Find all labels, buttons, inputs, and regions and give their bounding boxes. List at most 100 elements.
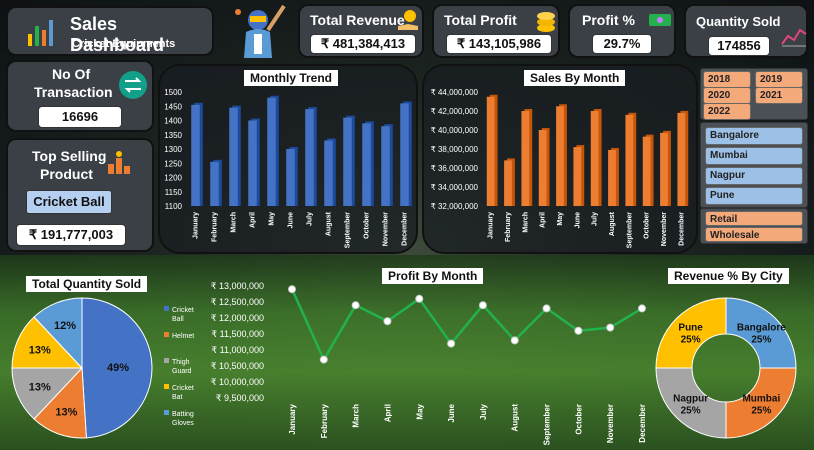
- bar: [191, 104, 200, 206]
- cash-icon: [649, 14, 671, 26]
- year-slicer: 2018 2019 2020 2021 2022: [700, 68, 808, 120]
- exchange-icon: [119, 71, 147, 99]
- y-tick-label: ₹ 12,500,000: [211, 297, 264, 307]
- kpi-total-profit: Total Profit ₹ 143,105,986: [432, 4, 560, 58]
- y-tick-label: ₹ 10,000,000: [211, 377, 264, 387]
- bar: [343, 117, 352, 206]
- x-tick-label: February: [505, 212, 512, 242]
- slicer-city-bangalore[interactable]: Bangalore: [705, 127, 803, 145]
- y-tick-label: 1250: [164, 159, 182, 168]
- profit-point: [478, 301, 487, 310]
- legend-label: Gloves: [172, 420, 194, 427]
- profit-point: [319, 355, 328, 364]
- legend-label: Cricket: [172, 385, 194, 392]
- slicer-type-retail[interactable]: Retail: [705, 211, 803, 226]
- transactions-label-2: Transaction: [34, 84, 113, 100]
- kpi-top-product: Top Selling Product Cricket Ball ₹ 191,7…: [6, 138, 154, 252]
- donut-slice-mumbai: [725, 367, 797, 439]
- bar: [660, 132, 668, 206]
- bar: [324, 140, 333, 206]
- x-tick-label: June: [574, 212, 581, 228]
- profit-point: [510, 336, 519, 345]
- slicer-year-2022[interactable]: 2022: [703, 103, 751, 120]
- legend-label: Bat: [172, 394, 183, 401]
- total-revenue-label: Total Revenue: [310, 12, 405, 28]
- donut-label: 25%: [681, 335, 701, 346]
- x-tick-label: November: [383, 212, 390, 247]
- revenue-city-title: Revenue % By City: [668, 268, 789, 284]
- kpi-total-revenue: Total Revenue ₹ 481,384,413: [298, 4, 424, 58]
- bar: [590, 111, 599, 206]
- bar: [677, 112, 686, 206]
- profit-point: [415, 294, 424, 303]
- profit-point: [542, 304, 551, 313]
- slicer-type-wholesale[interactable]: Wholesale: [705, 227, 803, 242]
- pie-label: 13%: [29, 381, 51, 393]
- quantity-sold-value: 174856: [708, 36, 770, 56]
- legend-swatch: [164, 358, 169, 363]
- profit-point: [288, 285, 296, 294]
- y-tick-label: ₹ 42,000,000: [431, 107, 479, 116]
- y-tick-label: 1450: [164, 102, 182, 111]
- legend-label: Helmet: [172, 333, 194, 340]
- bar: [400, 103, 409, 206]
- bar: [556, 106, 564, 206]
- total-revenue-value: ₹ 481,384,413: [310, 34, 416, 54]
- slicer-year-2020[interactable]: 2020: [703, 87, 751, 104]
- x-tick-label: March: [522, 212, 529, 233]
- profit-point: [606, 323, 615, 332]
- trophy-icon: [108, 151, 130, 174]
- donut-label: Pune: [678, 323, 703, 334]
- y-tick-label: ₹ 11,500,000: [211, 329, 264, 339]
- total-profit-label: Total Profit: [444, 12, 517, 28]
- dashboard-title: Sales Dashboard: [70, 14, 165, 55]
- x-tick-label: January: [193, 212, 200, 239]
- top-product-label-2: Product: [40, 166, 93, 182]
- profit-point: [638, 304, 646, 313]
- bar: [248, 120, 257, 206]
- legend-swatch: [164, 332, 169, 337]
- x-tick-label: April: [540, 212, 547, 228]
- y-tick-label: 1200: [164, 174, 182, 183]
- profit-by-month-title: Profit By Month: [382, 268, 484, 284]
- x-tick-label: May: [557, 212, 564, 226]
- bar: [642, 136, 651, 206]
- x-tick-label: November: [661, 212, 668, 247]
- x-tick-label: August: [326, 211, 333, 236]
- y-tick-label: 1500: [164, 88, 182, 97]
- legend-swatch: [164, 384, 169, 389]
- bar: [521, 111, 530, 206]
- monthly-trend-title: Monthly Trend: [244, 70, 338, 86]
- x-tick-label: December: [678, 212, 685, 246]
- x-tick-label: July: [592, 212, 599, 226]
- x-tick-label: September: [626, 212, 633, 248]
- pie-slice-cricket-ball: [81, 297, 153, 439]
- slicer-city-pune[interactable]: Pune: [705, 187, 803, 205]
- slicer-city-mumbai[interactable]: Mumbai: [705, 147, 803, 165]
- bar: [538, 130, 547, 206]
- donut-slice-pune: [655, 297, 727, 369]
- legend-label: Batting: [172, 411, 194, 418]
- total-profit-value: ₹ 143,105,986: [446, 34, 552, 54]
- pie-slice-cricket-bat: [11, 316, 84, 369]
- slicer-year-2019[interactable]: 2019: [755, 71, 803, 88]
- legend-label: Ball: [172, 316, 184, 323]
- x-tick-label: January: [288, 403, 297, 434]
- bar: [229, 107, 238, 206]
- y-tick-label: ₹ 10,500,000: [211, 361, 264, 371]
- x-tick-label: April: [250, 212, 257, 228]
- profit-by-month-chart: ₹ 13,000,000 ₹ 12,500,000 ₹ 12,000,000 ₹ 11…: [211, 281, 647, 445]
- x-tick-label: May: [269, 212, 276, 226]
- legend-swatch: [164, 306, 169, 311]
- slicer-year-2021[interactable]: 2021: [755, 87, 803, 104]
- donut-slice-nagpur: [655, 367, 727, 439]
- sales-by-month-title: Sales By Month: [524, 70, 626, 86]
- donut-label: Nagpur: [673, 393, 708, 404]
- coins-icon: [537, 12, 555, 32]
- top-product-value: ₹ 191,777,003: [16, 224, 126, 246]
- slicer-city-nagpur[interactable]: Nagpur: [705, 167, 803, 185]
- slicer-year-2018[interactable]: 2018: [703, 71, 751, 88]
- donut-label: 25%: [751, 335, 771, 346]
- monthly-trend-chart: 1500 1450 1400 1350 1300 1250 1200 1150 1100 Janu…: [164, 88, 412, 248]
